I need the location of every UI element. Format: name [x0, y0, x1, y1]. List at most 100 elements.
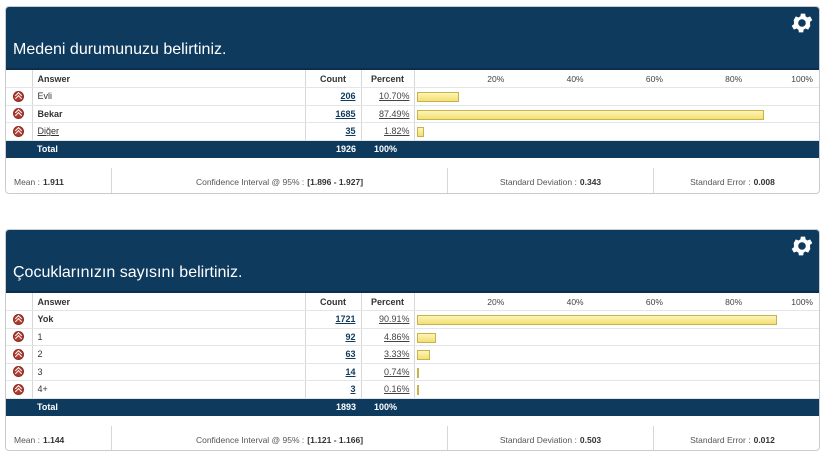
expand-icon[interactable]: [13, 108, 25, 120]
answer-header: Answer: [32, 70, 306, 88]
question-panel: Medeni durumunuzu belirtiniz. Answer Cou…: [5, 6, 820, 194]
axis-tick: 60%: [645, 297, 663, 307]
percent-header: Percent: [361, 70, 415, 88]
axis-tick: 60%: [645, 74, 663, 84]
percent-link[interactable]: 10.70%: [378, 91, 410, 102]
total-count: 1926: [305, 140, 361, 158]
bar-cell: [414, 380, 819, 399]
sd-label: Standard Deviation :: [499, 434, 577, 445]
answer-label: 1: [32, 328, 306, 346]
count-link[interactable]: 63: [345, 349, 356, 360]
axis-tick: 80%: [725, 297, 743, 307]
table-row: Yok 1721 90.91%: [6, 310, 819, 329]
expand-icon[interactable]: [13, 313, 25, 325]
question-panel: Çocuklarınızın sayısını belirtiniz. Answ…: [5, 229, 820, 451]
axis-header: 20% 40% 60% 80% 100%: [414, 293, 819, 311]
ci-value: [1.896 - 1.927]: [307, 176, 364, 187]
percent-bar: [416, 332, 436, 343]
percent-link[interactable]: 0.16%: [383, 384, 410, 395]
panel-header: Medeni durumunuzu belirtiniz.: [6, 7, 819, 70]
sd-stat: Standard Deviation :0.503: [448, 425, 654, 450]
mean-stat: Mean :1.144: [14, 425, 112, 450]
stats-bar: Mean :1.911 Confidence Interval @ 95% :[…: [14, 167, 811, 194]
expand-icon[interactable]: [13, 125, 25, 137]
count-link[interactable]: 92: [345, 331, 356, 342]
axis-tick: 20%: [487, 297, 505, 307]
expand-icon[interactable]: [13, 90, 25, 102]
expand-icon[interactable]: [13, 331, 25, 343]
total-label: Total: [32, 140, 305, 158]
gear-icon[interactable]: [789, 10, 815, 36]
expand-icon[interactable]: [13, 383, 25, 395]
ci-label: Confidence Interval @ 95% :: [195, 176, 305, 187]
answer-label: 3: [32, 363, 306, 381]
answer-header: Answer: [32, 293, 306, 311]
mean-stat: Mean :1.911: [14, 167, 112, 193]
se-stat: Standard Error :0.012: [654, 426, 811, 451]
question-title: Çocuklarınızın sayısını belirtiniz.: [13, 264, 243, 281]
results-table: Answer Count Percent 20% 40% 60% 80% 100% Yo…: [6, 293, 819, 416]
total-percent: 100%: [361, 398, 414, 416]
percent-bar: [416, 367, 420, 378]
percent-bar: [416, 315, 778, 325]
bar-cell: [414, 310, 819, 329]
table-row: Diğer 35 1.82%: [6, 122, 819, 141]
axis-tick: 100%: [791, 74, 813, 84]
answer-label: Yok: [32, 310, 306, 329]
percent-link[interactable]: 1.82%: [383, 126, 410, 137]
answer-label[interactable]: Diğer: [32, 122, 306, 141]
percent-bar: [416, 109, 764, 120]
count-link[interactable]: 3: [350, 384, 356, 395]
count-link[interactable]: 35: [345, 126, 356, 137]
answer-label: 4+: [32, 380, 306, 399]
ci-stat: Confidence Interval @ 95% : [1.896 - 1.92…: [112, 167, 448, 193]
sd-value: 0.343: [579, 176, 602, 187]
percent-bar: [416, 350, 430, 360]
count-link[interactable]: 1685: [335, 108, 356, 119]
percent-link[interactable]: 3.33%: [383, 349, 410, 360]
axis-tick: 40%: [566, 297, 584, 307]
percent-link[interactable]: 4.86%: [383, 331, 410, 342]
se-label: Standard Error :: [690, 434, 751, 445]
results-table: Answer Count Percent 20% 40% 60% 80% 100% Ev…: [6, 70, 819, 158]
count-link[interactable]: 1721: [335, 314, 356, 325]
gear-icon[interactable]: [789, 233, 815, 259]
se-stat: Standard Error :0.008: [654, 168, 811, 194]
percent-link[interactable]: 87.49%: [378, 108, 410, 119]
sd-label: Standard Deviation :: [499, 176, 577, 187]
percent-link[interactable]: 90.91%: [378, 314, 410, 325]
ci-value: [1.121 - 1.166]: [307, 434, 364, 445]
bar-cell: [414, 328, 819, 346]
ci-label: Confidence Interval @ 95% :: [195, 434, 305, 445]
mean-value: 1.144: [43, 434, 65, 445]
axis-tick: 100%: [791, 297, 813, 307]
bar-cell: [414, 363, 819, 381]
percent-link[interactable]: 0.74%: [383, 366, 410, 377]
total-row: Total 1926 100%: [6, 140, 819, 158]
table-header-row: Answer Count Percent 20% 40% 60% 80% 100%: [6, 70, 819, 88]
se-value: 0.008: [753, 176, 775, 187]
table-row: 2 63 3.33%: [6, 345, 819, 364]
table-row: Bekar 1685 87.49%: [6, 105, 819, 123]
total-label: Total: [32, 398, 305, 416]
bar-cell: [414, 122, 819, 141]
expand-icon[interactable]: [13, 348, 25, 360]
count-header: Count: [305, 293, 362, 311]
count-link[interactable]: 206: [340, 91, 356, 102]
percent-bar: [416, 92, 459, 102]
table-row: 3 14 0.74%: [6, 363, 819, 381]
axis-header: 20% 40% 60% 80% 100%: [414, 70, 819, 88]
ci-stat: Confidence Interval @ 95% : [1.121 - 1.16…: [112, 425, 448, 450]
table-row: 4+ 3 0.16%: [6, 380, 819, 399]
panel-header: Çocuklarınızın sayısını belirtiniz.: [6, 230, 819, 293]
se-value: 0.012: [753, 434, 775, 445]
stats-bar: Mean :1.144 Confidence Interval @ 95% :[…: [14, 425, 811, 451]
expand-icon[interactable]: [13, 366, 25, 378]
se-label: Standard Error :: [690, 176, 751, 187]
count-link[interactable]: 14: [345, 366, 356, 377]
question-title: Medeni durumunuzu belirtiniz.: [13, 41, 227, 58]
sd-stat: Standard Deviation :0.343: [448, 167, 654, 193]
sd-value: 0.503: [579, 434, 602, 445]
answer-label: Evli: [32, 87, 306, 106]
answer-label: 2: [32, 345, 306, 364]
